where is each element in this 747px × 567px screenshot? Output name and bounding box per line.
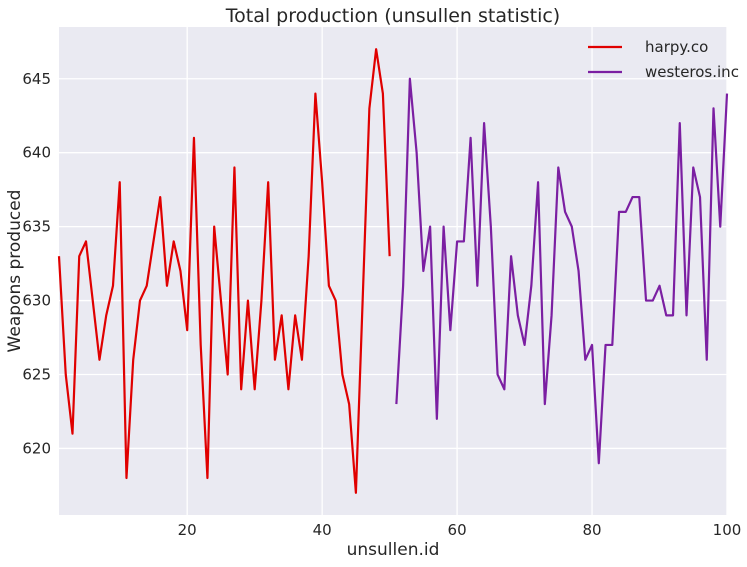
- series-line-2: [395, 77, 729, 465]
- x-axis-ticks: 20 40 60 80 100: [178, 521, 742, 539]
- series-layer: [57, 48, 729, 494]
- series-line-1: [57, 48, 391, 494]
- y-tick-label: 640: [22, 144, 51, 162]
- y-tick-label: 625: [22, 366, 51, 384]
- x-tick-label: 60: [448, 521, 467, 539]
- y-tick-label: 630: [22, 292, 51, 310]
- legend-label-1: harpy.co: [645, 38, 708, 56]
- y-tick-label: 645: [22, 70, 51, 88]
- y-tick-label: 620: [22, 439, 51, 457]
- chart-title: Total production (unsullen statistic): [225, 5, 560, 27]
- x-tick-label: 80: [583, 521, 602, 539]
- y-axis-label: Weapons produced: [5, 190, 25, 353]
- x-tick-label: 40: [313, 521, 332, 539]
- legend-label-2: westeros.inc: [645, 63, 739, 81]
- plot-background: [59, 27, 727, 515]
- x-tick-label: 20: [178, 521, 197, 539]
- y-tick-label: 635: [22, 218, 51, 236]
- x-tick-label: 100: [713, 521, 742, 539]
- y-axis-ticks: 620 625 630 635 640 645: [22, 70, 51, 458]
- x-axis-label: unsullen.id: [347, 540, 440, 560]
- legend: harpy.co westeros.inc: [588, 38, 739, 81]
- grid-lines: [59, 27, 728, 515]
